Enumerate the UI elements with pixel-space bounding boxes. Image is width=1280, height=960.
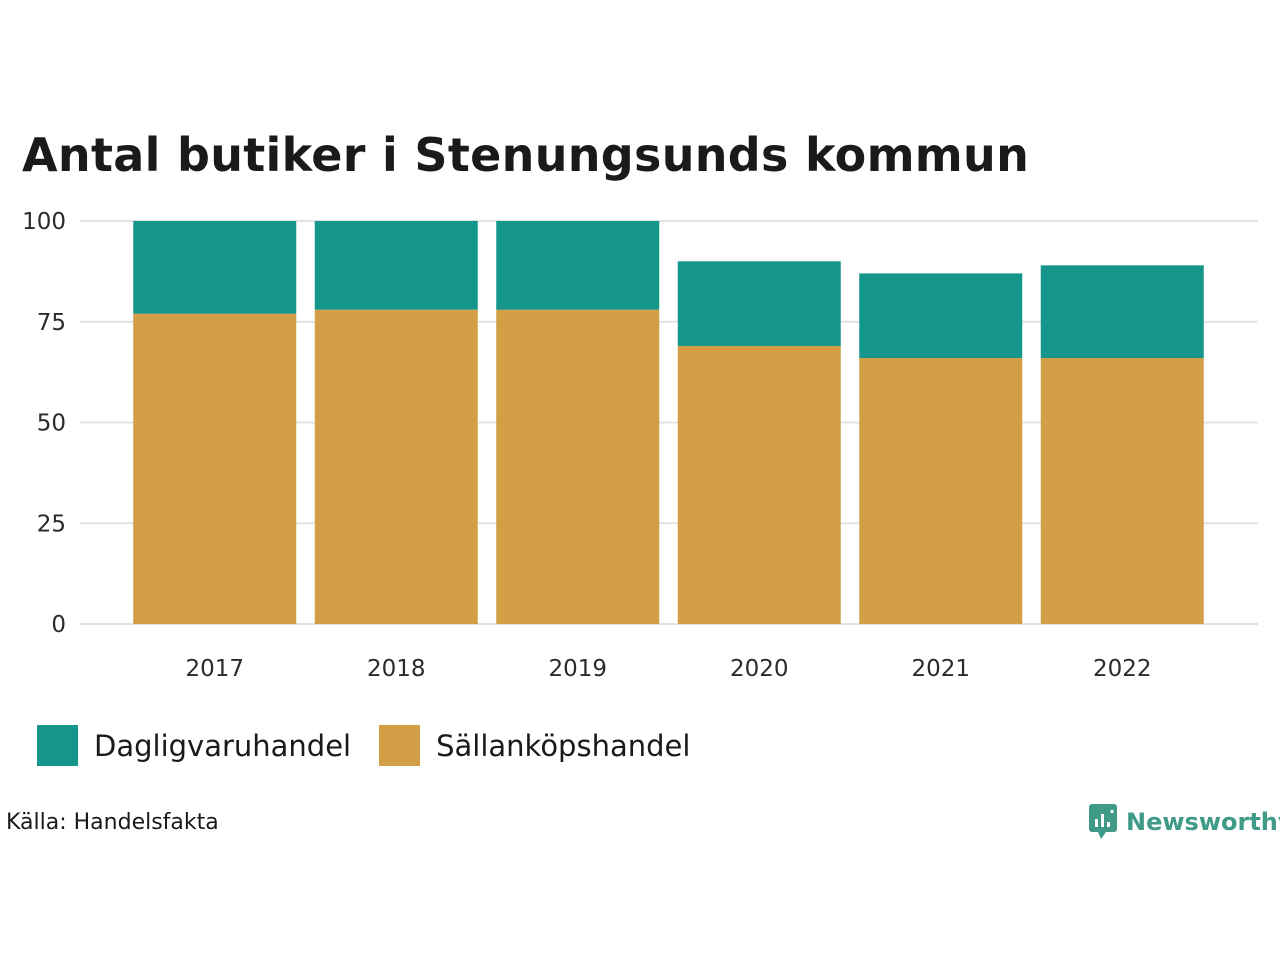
bar-segment: [1040, 358, 1204, 624]
y-tick-label: 50: [37, 411, 66, 437]
bar-segment: [133, 221, 297, 314]
bar-segment: [314, 309, 478, 624]
bar-segment: [859, 273, 1023, 359]
bar-segment: [859, 358, 1023, 624]
x-tick-label: 2021: [911, 656, 970, 682]
legend-swatch-sallankopshandel: [379, 725, 421, 766]
bar-segment: [314, 221, 478, 310]
y-tick-label: 100: [22, 209, 66, 235]
legend-label: Dagligvaruhandel: [94, 728, 352, 763]
y-tick-label: 25: [37, 511, 66, 537]
y-tick-label: 0: [51, 612, 66, 638]
brand-name: Newsworthy: [1126, 808, 1280, 836]
legend-item-sallankopshandel: Sällanköpshandel: [379, 725, 690, 766]
chart-title: Antal butiker i Stenungsunds kommun: [22, 128, 1030, 182]
x-tick-label: 2022: [1093, 656, 1152, 682]
bar-segment: [133, 313, 297, 624]
legend-item-dagligvaruhandel: Dagligvaruhandel: [37, 725, 351, 766]
legend: Dagligvaruhandel Sällanköpshandel: [37, 725, 718, 766]
newsworthy-logo-icon: [1089, 804, 1117, 839]
x-tick-label: 2017: [185, 656, 244, 682]
y-axis: 0 25 50 75 100: [22, 209, 66, 638]
bar-segment: [677, 345, 841, 624]
bar-segment: [496, 309, 660, 624]
bar-segment: [677, 261, 841, 346]
legend-label: Sällanköpshandel: [436, 728, 691, 763]
brand-logo: Newsworthy: [1088, 803, 1280, 841]
bar-segment: [496, 221, 660, 310]
x-tick-label: 2019: [548, 656, 607, 682]
y-tick-label: 75: [37, 310, 66, 336]
x-tick-label: 2020: [730, 656, 789, 682]
legend-swatch-dagligvaruhandel: [37, 725, 78, 766]
source-note: Källa: Handelsfakta: [6, 810, 219, 835]
x-axis: 2017 2018 2019 2020 2021 2022: [185, 656, 1151, 682]
bars: [133, 221, 1204, 624]
x-tick-label: 2018: [367, 656, 426, 682]
bar-segment: [1040, 265, 1204, 359]
